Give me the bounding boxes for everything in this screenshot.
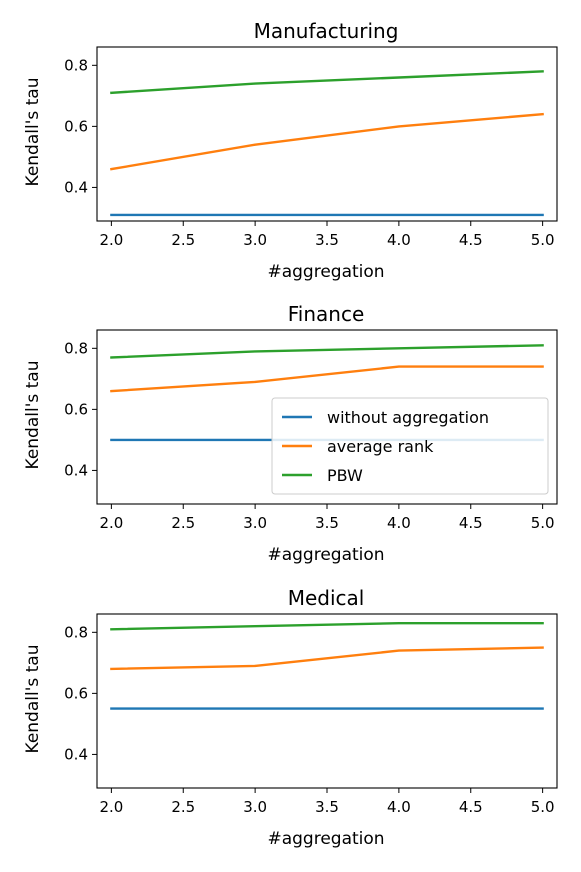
y-tick-label: 0.4 bbox=[64, 461, 88, 479]
chart-title: Finance bbox=[288, 302, 365, 326]
x-tick-label: 2.5 bbox=[171, 231, 195, 249]
x-tick-label: 4.0 bbox=[387, 231, 411, 249]
y-tick-label: 0.8 bbox=[64, 339, 88, 357]
y-axis-label: Kendall's tau bbox=[23, 78, 43, 187]
x-tick-label: 2.0 bbox=[99, 514, 123, 532]
x-tick-label: 2.5 bbox=[171, 798, 195, 816]
x-tick-label: 5.0 bbox=[531, 231, 555, 249]
y-tick-label: 0.4 bbox=[64, 178, 88, 196]
chart-title: Medical bbox=[288, 586, 365, 610]
y-tick-label: 0.6 bbox=[64, 117, 88, 135]
x-tick-label: 3.0 bbox=[243, 798, 267, 816]
y-tick-label: 0.4 bbox=[64, 745, 88, 763]
x-tick-label: 5.0 bbox=[531, 798, 555, 816]
x-tick-label: 5.0 bbox=[531, 514, 555, 532]
x-tick-label: 3.0 bbox=[243, 231, 267, 249]
x-tick-label: 3.5 bbox=[315, 798, 339, 816]
y-axis-label: Kendall's tau bbox=[23, 645, 43, 754]
panel-manufacturing: Manufacturing #aggregation Kendall's tau… bbox=[23, 19, 558, 282]
x-tick-label: 4.5 bbox=[459, 798, 483, 816]
y-tick-label: 0.8 bbox=[64, 623, 88, 641]
y-axis-label: Kendall's tau bbox=[23, 361, 43, 470]
legend: without aggregation average rank PBW bbox=[271, 397, 549, 495]
x-tick-label: 3.5 bbox=[315, 231, 339, 249]
series-line-average-rank bbox=[110, 112, 544, 171]
legend-box bbox=[271, 397, 549, 495]
panel-finance: Finance #aggregation Kendall's tau 2.0 2.… bbox=[23, 302, 558, 565]
series-line-pbw bbox=[110, 70, 544, 95]
x-tick-label: 4.5 bbox=[459, 514, 483, 532]
y-tick-label: 0.8 bbox=[64, 56, 88, 74]
x-axis-label: #aggregation bbox=[267, 829, 384, 849]
x-tick-label: 4.0 bbox=[387, 798, 411, 816]
x-axis-label: #aggregation bbox=[267, 262, 384, 282]
legend-entry: PBW bbox=[327, 466, 363, 485]
panel-medical: Medical #aggregation Kendall's tau 2.0 2.… bbox=[23, 586, 558, 849]
x-tick-label: 3.0 bbox=[243, 514, 267, 532]
series-line-pbw bbox=[110, 344, 544, 359]
x-tick-label: 3.5 bbox=[315, 514, 339, 532]
x-tick-label: 2.0 bbox=[99, 231, 123, 249]
x-tick-label: 2.0 bbox=[99, 798, 123, 816]
x-axis-label: #aggregation bbox=[267, 545, 384, 565]
series-line-pbw bbox=[110, 622, 544, 631]
y-tick-label: 0.6 bbox=[64, 400, 88, 418]
x-tick-label: 4.5 bbox=[459, 231, 483, 249]
legend-entry: without aggregation bbox=[327, 408, 489, 427]
series-line-average-rank bbox=[110, 646, 544, 671]
x-tick-label: 2.5 bbox=[171, 514, 195, 532]
x-tick-label: 4.0 bbox=[387, 514, 411, 532]
axes-frame bbox=[96, 613, 558, 789]
series-line-average-rank bbox=[110, 365, 544, 393]
legend-entry: average rank bbox=[327, 437, 434, 456]
chart-title: Manufacturing bbox=[254, 19, 399, 43]
y-tick-label: 0.6 bbox=[64, 684, 88, 702]
